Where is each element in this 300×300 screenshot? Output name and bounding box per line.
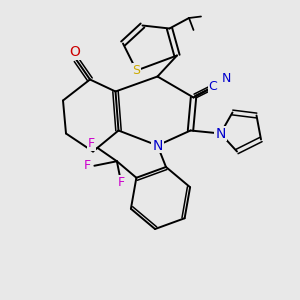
Text: N: N — [215, 127, 226, 140]
Text: F: F — [88, 137, 95, 150]
Text: N: N — [222, 71, 231, 85]
Text: N: N — [152, 139, 163, 152]
Text: F: F — [118, 176, 125, 189]
Text: C: C — [208, 80, 217, 94]
Text: O: O — [70, 46, 80, 59]
Text: F: F — [83, 159, 90, 172]
Text: S: S — [133, 64, 140, 77]
